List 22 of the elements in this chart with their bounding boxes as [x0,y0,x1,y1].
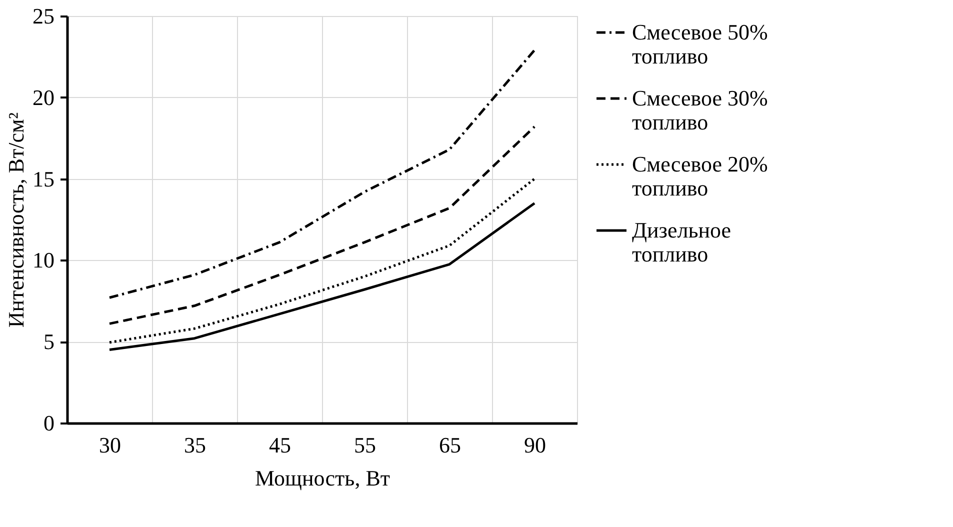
y-tick-label: 20 [32,84,54,110]
x-tick-label: 90 [524,432,546,458]
legend-label: Смесевое 50% топливо [632,20,768,68]
line-series [108,125,536,325]
line-series [108,48,536,299]
line-series [108,178,536,344]
y-tick-label: 5 [44,329,54,354]
x-axis-title: Мощность, Вт [255,466,390,490]
y-axis-title: Интенсивность, Вт/см² [4,112,28,328]
y-tick-label: 10 [32,248,54,273]
y-tick-label: 0 [44,410,54,436]
legend-label: Смесевое 20% топливо [632,152,768,200]
x-tick-label: 30 [99,432,121,458]
line-series [108,202,536,351]
x-tick-label: 45 [269,432,291,458]
y-tick-label: 25 [32,4,54,28]
legend-label: Смесевое 30% топливо [632,86,768,134]
x-tick-label: 55 [354,432,376,458]
legend-label: Дизельное топливо [632,218,732,266]
x-tick-label: 65 [439,432,461,458]
x-tick-label: 35 [184,432,206,458]
y-tick-label: 15 [32,166,54,192]
